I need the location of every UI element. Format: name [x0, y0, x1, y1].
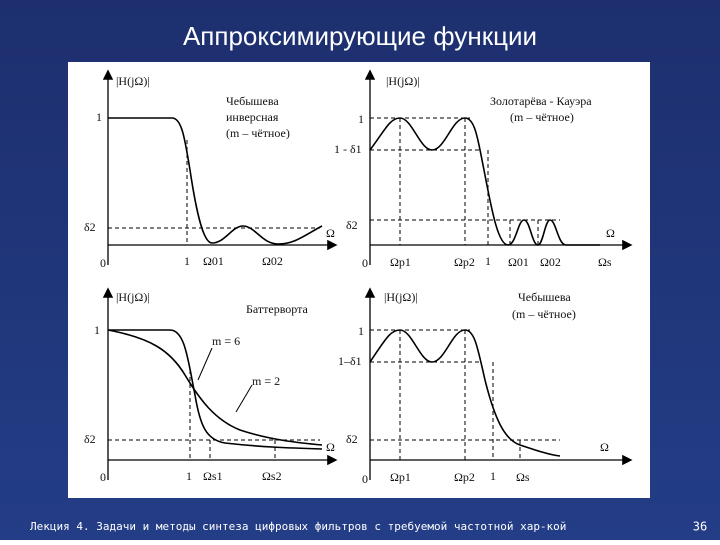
- x-axis-label: Ω: [326, 440, 335, 454]
- axis-label: |H(jΩ)|: [116, 74, 150, 88]
- x-label: Ω02: [262, 254, 283, 268]
- caption: Чебышева: [518, 290, 571, 304]
- x-axis-label: Ω: [606, 226, 615, 240]
- axis-label: |H(jΩ)|: [116, 290, 150, 304]
- x-label: 1: [186, 469, 192, 483]
- line-art: [370, 117, 560, 245]
- plot-zolotarev-cauer: |H(jΩ)| Золотарёва - Кауэра (m – чётное)…: [334, 69, 633, 270]
- line-art: [369, 329, 561, 457]
- axis-label: |H(jΩ)|: [386, 74, 420, 88]
- x-label: 1: [485, 254, 491, 268]
- x-label: 0: [362, 472, 368, 486]
- y-label: δ2: [84, 432, 96, 446]
- page-number: 36: [693, 520, 707, 534]
- x-label: Ωp1: [390, 470, 411, 484]
- x-label: Ω01: [508, 255, 529, 269]
- y-label: 1 - δ1: [334, 142, 362, 156]
- x-label: Ωp1: [390, 255, 411, 269]
- y-label: δ2: [84, 220, 96, 234]
- y-label: δ2: [346, 432, 358, 446]
- x-label: Ωs1: [203, 469, 223, 483]
- x-label: Ωs2: [262, 469, 282, 483]
- x-label: Ωs: [516, 470, 530, 484]
- caption: Чебышева: [226, 94, 279, 108]
- y-label: 1–δ1: [338, 354, 362, 368]
- line-art: [369, 117, 600, 246]
- x-label: Ωp2: [454, 255, 475, 269]
- caption: (m – чётное): [226, 126, 290, 140]
- x-label: 0: [100, 256, 106, 270]
- x-label: Ω02: [540, 255, 561, 269]
- slide-title: Аппроксимирующие функции: [183, 21, 537, 51]
- line-art: [108, 329, 323, 450]
- x-label: 1: [490, 469, 496, 483]
- caption: Баттерворта: [246, 302, 309, 316]
- x-label: 1: [184, 254, 190, 268]
- line-art: [107, 329, 323, 446]
- x-label: 0: [100, 470, 106, 484]
- x-axis-label: Ω: [326, 226, 335, 240]
- y-label: δ2: [346, 218, 358, 232]
- x-label: 0: [362, 256, 368, 270]
- curve-label: m = 6: [212, 334, 240, 348]
- line-art: [108, 370, 320, 460]
- y-label: 1: [358, 324, 364, 338]
- y-label: 1: [358, 112, 364, 126]
- x-label: Ωp2: [454, 470, 475, 484]
- line-art: [197, 347, 253, 413]
- caption: (m – чётное): [510, 110, 574, 124]
- plot-butterworth: m = 6 m = 2 |H(jΩ)| Баттерворта 1 δ2 0 1…: [84, 287, 338, 484]
- caption: Золотарёва - Кауэра: [490, 94, 592, 108]
- plot-chebyshev: |H(jΩ)| Чебышева (m – чётное) 1 1–δ1 δ2 …: [338, 287, 633, 486]
- footer-text: Лекция 4. Задачи и методы синтеза цифров…: [30, 520, 566, 533]
- curve-label: m = 2: [252, 374, 280, 388]
- x-label: Ω01: [203, 254, 224, 268]
- figure-panel: [68, 62, 650, 498]
- line-art: [108, 140, 320, 245]
- plot-chebyshev-inverse: |H(jΩ)| Чебышева инверсная (m – чётное) …: [84, 69, 338, 270]
- line-art: [370, 329, 560, 460]
- axis-label: |H(jΩ)|: [384, 290, 418, 304]
- line-art: [108, 117, 323, 245]
- x-axis-label: Ω: [600, 440, 609, 454]
- y-label: 1: [94, 323, 100, 337]
- y-label: 1: [96, 110, 102, 124]
- caption: (m – чётное): [512, 307, 576, 321]
- caption: инверсная: [226, 110, 279, 124]
- x-label: Ωs: [598, 255, 612, 269]
